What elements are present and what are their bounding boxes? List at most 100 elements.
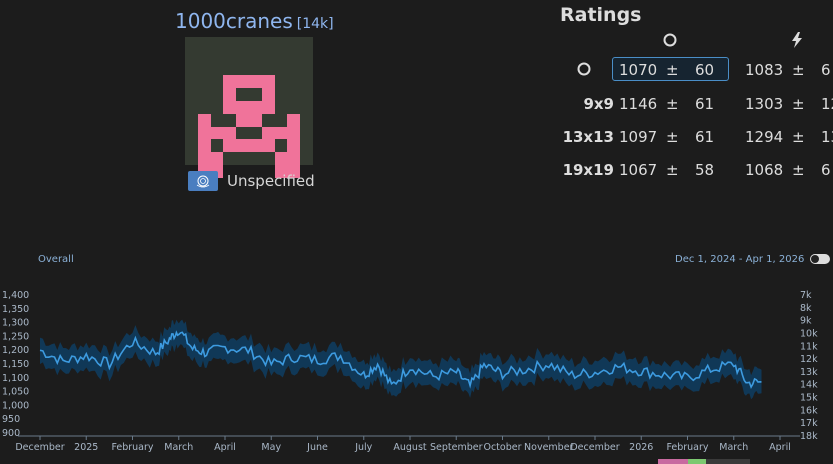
avatar-pixel: [223, 75, 237, 89]
blitz-deviation: 12: [821, 95, 833, 113]
live-rating-value: 1146: [619, 95, 658, 113]
avatar-pixel: [236, 139, 249, 153]
deviation-band: [40, 319, 762, 400]
selected-rating-box[interactable]: [612, 57, 729, 81]
avatar-pixel: [249, 75, 262, 89]
y-tick-label: 1,150: [2, 359, 29, 370]
y2-tick-label: 17k: [800, 418, 818, 429]
circle-icon: [663, 32, 677, 51]
player-rank: [14k]: [296, 16, 334, 32]
x-tick-label: March: [164, 442, 193, 453]
avatar-pixel: [274, 165, 288, 178]
avatar-pixel: [261, 126, 275, 140]
avatar-pixel: [261, 139, 275, 153]
bottom-bar-segment: [688, 459, 706, 464]
pm-symbol: ±: [792, 95, 805, 113]
avatar-pixel: [274, 152, 288, 165]
rating-row: 9x9 1146 ±61 1303 ±12: [540, 93, 833, 117]
y-tick-label: 950: [2, 414, 20, 425]
blitz-rating-value: 1068: [745, 161, 784, 179]
live-deviation: 61: [695, 95, 715, 113]
blitz-rating-value: 1083: [745, 61, 784, 79]
rating-row-label: 13x13: [562, 128, 614, 146]
player-name[interactable]: 1000cranes [14k]: [175, 9, 334, 33]
x-tick-label: August: [393, 442, 427, 453]
rating-row-label: 19x19: [562, 161, 614, 179]
x-tick-label: April: [214, 442, 236, 453]
avatar-pixel: [197, 152, 211, 165]
y2-tick-label: 18k: [800, 431, 818, 442]
x-tick-label: 2026: [629, 442, 653, 453]
y2-tick-label: 8k: [800, 303, 812, 314]
avatar-pixel: [274, 126, 288, 140]
avatar-pixel: [249, 101, 262, 114]
avatar-pixel: [223, 88, 237, 101]
rating-history-chart[interactable]: 1,400 1,350 1,300 1,250 1,200 1,150 1,100 1,050…: [0, 285, 833, 464]
y2-tick-label: 12k: [800, 354, 818, 365]
y2-tick-label: 14k: [800, 380, 818, 391]
x-tick-label: November: [524, 442, 574, 453]
x-tick-label: December: [570, 442, 619, 453]
avatar-pixel: [287, 126, 301, 140]
avatar-pixel: [236, 113, 249, 127]
blitz-deviation: 13: [821, 128, 833, 146]
y-tick-label: 1,350: [2, 304, 29, 315]
avatar-pixel: [236, 75, 249, 89]
avatar-pixel: [236, 101, 249, 114]
pm-symbol: ±: [666, 128, 679, 146]
avatar-pixel: [197, 113, 211, 127]
avatar-pixel: [210, 126, 224, 140]
pm-symbol: ±: [792, 128, 805, 146]
live-deviation: 61: [695, 128, 715, 146]
y-tick-label: 1,050: [2, 387, 29, 398]
pm-symbol: ±: [792, 161, 805, 179]
y2-tick-label: 16k: [800, 405, 818, 416]
toggle-knob: [811, 255, 819, 263]
overall-label: Overall: [38, 254, 74, 265]
y-tick-label: 1,200: [2, 345, 29, 356]
pm-symbol: ±: [666, 61, 679, 79]
blitz-rating-value: 1294: [745, 128, 784, 146]
blitz-deviation: 6: [821, 161, 831, 179]
x-tick-label: October: [483, 442, 521, 453]
ratings-title: Ratings: [560, 4, 642, 26]
live-rating-value: 1097: [619, 128, 658, 146]
avatar-pixel: [197, 126, 211, 140]
date-range[interactable]: Dec 1, 2024 - Apr 1, 2026: [675, 254, 805, 265]
y-tick-label: 1,000: [2, 400, 29, 411]
avatar-pixel: [287, 165, 301, 178]
player-username[interactable]: 1000cranes: [175, 9, 293, 33]
pm-symbol: ±: [666, 95, 679, 113]
country-info: Unspecified: [188, 171, 315, 191]
avatar-pixel: [287, 113, 301, 127]
x-tick-label: September: [430, 442, 483, 453]
live-deviation: 58: [695, 161, 715, 179]
lightning-icon: [791, 32, 803, 52]
live-rating-value: 1070: [619, 61, 658, 79]
avatar-pixel: [261, 101, 275, 114]
rating-row: 13x13 1097 ±61 1294 ±13: [540, 126, 833, 150]
bottom-bar-segment: [658, 459, 688, 464]
x-tick-label: December: [15, 442, 64, 453]
avatar-pixel: [261, 75, 275, 89]
avatar-pixel: [210, 152, 224, 165]
avatar-pixel: [223, 139, 237, 153]
x-tick-label: February: [111, 442, 153, 453]
x-tick-label: March: [719, 442, 748, 453]
circle-icon: [577, 62, 591, 80]
rating-row: 19x19 1067 ±58 1068 ±6: [540, 159, 833, 183]
x-tick-label: June: [306, 442, 328, 453]
rating-line: [39, 330, 762, 390]
un-flag-icon: [188, 171, 218, 191]
y2-tick-label: 7k: [800, 290, 812, 301]
y2-tick-label: 10k: [800, 328, 818, 339]
y2-tick-label: 13k: [800, 367, 818, 378]
chart-toggle[interactable]: [810, 254, 830, 264]
live-deviation: 60: [695, 61, 715, 79]
avatar-pixel: [249, 113, 262, 127]
avatar-pixel: [287, 139, 301, 153]
x-tick-label: May: [261, 442, 281, 453]
y-tick-label: 1,400: [2, 290, 29, 301]
live-rating-value: 1067: [619, 161, 658, 179]
avatar-pixel: [223, 101, 237, 114]
